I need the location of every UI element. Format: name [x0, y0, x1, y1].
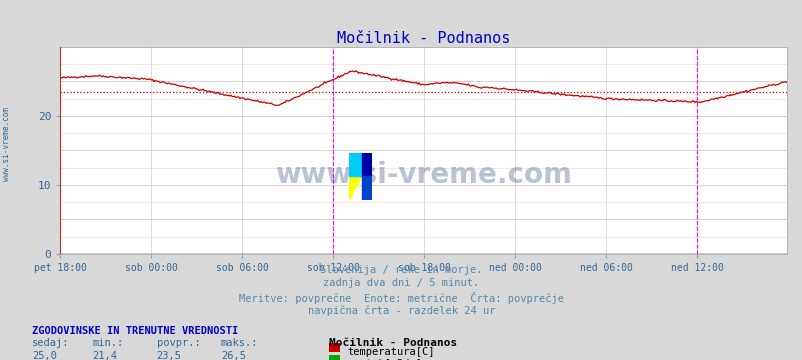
Text: temperatura[C]: temperatura[C] — [346, 347, 434, 357]
Text: navpična črta - razdelek 24 ur: navpična črta - razdelek 24 ur — [307, 306, 495, 316]
Text: zadnja dva dni / 5 minut.: zadnja dva dni / 5 minut. — [323, 278, 479, 288]
Text: 26,5: 26,5 — [221, 351, 245, 360]
Polygon shape — [361, 153, 371, 176]
Text: pretok[m3/s]: pretok[m3/s] — [346, 359, 421, 360]
Text: www.si-vreme.com: www.si-vreme.com — [275, 161, 571, 189]
Text: ZGODOVINSKE IN TRENUTNE VREDNOSTI: ZGODOVINSKE IN TRENUTNE VREDNOSTI — [32, 326, 238, 336]
Text: Slovenija / reke in morje.: Slovenija / reke in morje. — [320, 265, 482, 275]
Text: maks.:: maks.: — [221, 338, 258, 348]
Polygon shape — [361, 176, 371, 200]
Text: sedaj:: sedaj: — [32, 338, 70, 348]
Text: Močilnik - Podnanos: Močilnik - Podnanos — [329, 338, 457, 348]
Polygon shape — [349, 153, 361, 200]
Title: Močilnik - Podnanos: Močilnik - Podnanos — [337, 31, 509, 46]
Text: povpr.:: povpr.: — [156, 338, 200, 348]
Text: www.si-vreme.com: www.si-vreme.com — [2, 107, 11, 181]
Polygon shape — [349, 153, 361, 176]
Text: 25,0: 25,0 — [32, 351, 57, 360]
Text: 23,5: 23,5 — [156, 351, 181, 360]
Text: min.:: min.: — [92, 338, 124, 348]
Text: Meritve: povprečne  Enote: metrične  Črta: povprečje: Meritve: povprečne Enote: metrične Črta:… — [239, 292, 563, 304]
Text: 21,4: 21,4 — [92, 351, 117, 360]
